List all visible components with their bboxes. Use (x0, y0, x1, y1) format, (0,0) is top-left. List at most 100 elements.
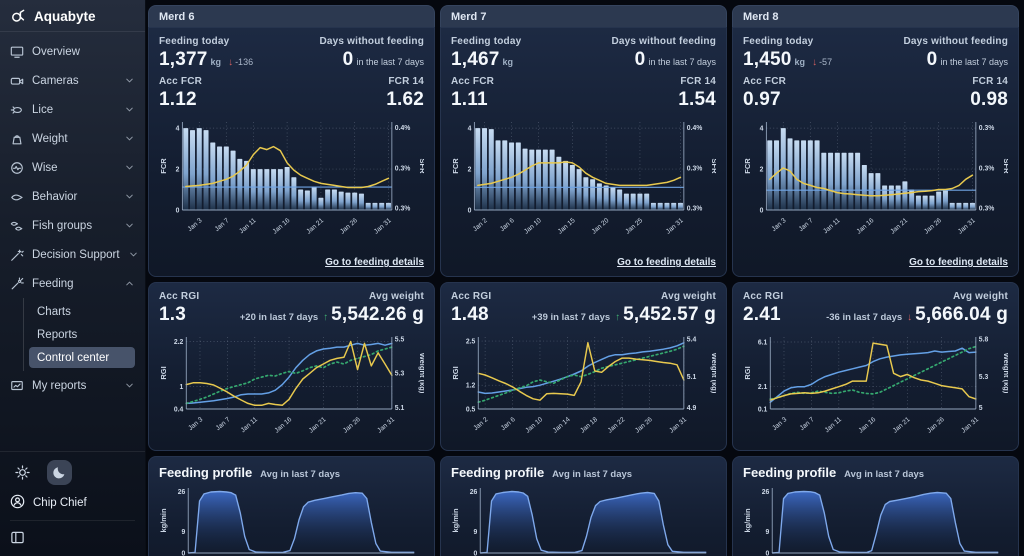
panel-header[interactable]: Merd 7 (440, 5, 727, 27)
camera-icon (10, 74, 24, 88)
feeding-profile-card: Feeding profile Avg in last 7 days 09268… (440, 456, 727, 556)
svg-text:Jan 26: Jan 26 (342, 416, 362, 435)
feeding-today-label: Feeding today (159, 36, 230, 47)
days-without-feeding-label: Days without feeding (319, 36, 424, 47)
brand: Aquabyte (0, 0, 145, 32)
svg-text:Jan 31: Jan 31 (668, 416, 688, 435)
svg-text:RGI: RGI (451, 366, 460, 379)
sidebar-item-label: Wise (32, 161, 58, 174)
fcr-sfr-chart: 0 2 4 0.3% 0.3% 0.3% Jan 3 Jan 7 Jan 11 Jan 16 Jan… (743, 116, 1011, 251)
fcr-sfr-chart: 0 2 4 0.4% 0.3% 0.3% Jan 3 Jan 7 Jan 11 Jan 16 Jan… (159, 116, 427, 251)
feeding-today-value: 1,467 (451, 49, 500, 70)
chevron-down-icon (124, 380, 135, 391)
feeding-profile-subtitle: Avg in last 7 days (260, 469, 341, 480)
svg-text:Jan 31: Jan 31 (960, 416, 980, 435)
acc-fcr-label: Acc FCR (743, 76, 787, 87)
acc-rgi-label: Acc RGI (743, 291, 784, 302)
svg-text:2.2: 2.2 (174, 339, 184, 346)
svg-text:Jan 3: Jan 3 (187, 416, 204, 432)
svg-text:5: 5 (979, 405, 983, 412)
weight-change-text: -36 in last 7 days (826, 312, 903, 323)
lice-icon (10, 103, 24, 117)
sidebar-item-label: Fish groups (32, 219, 93, 232)
fcr14-value: 1.62 (386, 89, 424, 110)
sun-icon[interactable] (10, 460, 35, 485)
rgi-weight-chart: 0.1 2.1 6.1 5.8 5.3 5 Jan 3 Jan 7 Jan 11 Jan 16 Ja… (743, 331, 1011, 444)
moon-icon[interactable] (47, 460, 72, 485)
svg-text:0: 0 (474, 550, 478, 556)
days-without-feeding-note: in the last 7 days (940, 57, 1008, 67)
svg-text:RGI: RGI (743, 366, 752, 379)
collapse-sidebar-button[interactable] (10, 520, 135, 550)
svg-text:Jan 16: Jan 16 (856, 217, 876, 236)
feeding-profile-title: Feeding profile (159, 465, 253, 480)
sidebar-item-feeding[interactable]: Feeding (0, 269, 145, 298)
svg-text:Jan 7: Jan 7 (799, 416, 816, 432)
rgi-weight-chart: 0.4 1 2.2 5.5 5.3 5.1 Jan 3 Jan 7 Jan 11 Jan 16 Ja… (159, 331, 427, 444)
fcr14-value: 1.54 (678, 89, 716, 110)
go-to-feeding-details-link[interactable]: Go to feeding details (325, 257, 424, 268)
svg-text:5.8: 5.8 (979, 337, 989, 344)
acc-rgi-value: 1.3 (159, 304, 187, 325)
sidebar-item-my-reports[interactable]: My reports (0, 371, 145, 400)
svg-text:4.9: 4.9 (687, 405, 697, 412)
svg-text:1: 1 (180, 384, 184, 391)
cage-panel: Merd 7 Feeding today 1,467 kg Day (440, 5, 727, 556)
sidebar-subitem-charts[interactable]: Charts (37, 305, 71, 318)
arrow-down-icon: ↓ (228, 57, 234, 68)
acc-rgi-value: 2.41 (743, 304, 781, 325)
svg-text:4: 4 (176, 126, 180, 133)
feeding-profile-card: Feeding profile Avg in last 7 days 09268… (732, 456, 1019, 556)
svg-text:9: 9 (474, 529, 478, 536)
sidebar-item-weight[interactable]: Weight (0, 124, 145, 153)
feeding-today-value: 1,450 (743, 49, 792, 70)
svg-text:26: 26 (470, 489, 478, 496)
feeding-profile-chart: 09268:0016:00kg/min (451, 483, 716, 556)
weight-change-arrow-icon: ↓ (907, 312, 913, 323)
svg-text:9: 9 (182, 529, 186, 536)
wise-icon (10, 161, 24, 175)
weight-change-arrow-icon: ↑ (323, 312, 329, 323)
svg-text:Jan 26: Jan 26 (926, 416, 946, 435)
feeding-today-value: 1,377 (159, 49, 208, 70)
sidebar-item-cameras[interactable]: Cameras (0, 66, 145, 95)
panel-header[interactable]: Merd 8 (732, 5, 1019, 27)
feeding-today-label: Feeding today (743, 36, 814, 47)
svg-text:0.5: 0.5 (466, 406, 476, 413)
sidebar-subitem-reports[interactable]: Reports (37, 328, 78, 341)
go-to-feeding-details-link[interactable]: Go to feeding details (909, 257, 1008, 268)
days-without-feeding-note: in the last 7 days (648, 57, 716, 67)
feeding-delta-value: -57 (819, 57, 833, 67)
sidebar-item-behavior[interactable]: Behavior (0, 182, 145, 211)
go-to-feeding-details-link[interactable]: Go to feeding details (617, 257, 716, 268)
acc-rgi-label: Acc RGI (451, 291, 492, 302)
user-name: Chip Chief (33, 497, 87, 509)
svg-text:0: 0 (760, 207, 764, 214)
sidebar-item-wise[interactable]: Wise (0, 153, 145, 182)
fcr14-label: FCR 14 (972, 76, 1008, 87)
sidebar-item-overview[interactable]: Overview (0, 37, 145, 66)
svg-text:Jan 11: Jan 11 (822, 217, 841, 235)
feeding-today-label: Feeding today (451, 36, 522, 47)
sidebar-item-lice[interactable]: Lice (0, 95, 145, 124)
feeding-profile-title: Feeding profile (451, 465, 545, 480)
sidebar-item-fish-groups[interactable]: Fish groups (0, 211, 145, 240)
svg-text:Jan 22: Jan 22 (607, 416, 627, 435)
svg-text:5.5: 5.5 (395, 337, 405, 344)
user-menu[interactable]: Chip Chief (10, 494, 135, 512)
svg-text:0.3%: 0.3% (979, 206, 995, 213)
chevron-down-icon (128, 249, 139, 260)
chevron-down-icon (124, 133, 135, 144)
weight-change-arrow-icon: ↑ (615, 312, 621, 323)
sidebar-subitem-control-center[interactable]: Control center (29, 347, 135, 368)
svg-text:Jan 31: Jan 31 (957, 217, 977, 236)
sidebar-item-decision-support[interactable]: Decision Support (0, 240, 145, 269)
svg-text:Jan 7: Jan 7 (214, 217, 231, 233)
svg-text:0.3%: 0.3% (395, 206, 411, 213)
svg-text:2: 2 (176, 167, 180, 174)
fish-groups-icon (10, 219, 24, 233)
panel-header[interactable]: Merd 6 (148, 5, 435, 27)
svg-text:Jan 7: Jan 7 (798, 217, 815, 233)
svg-text:kg/min: kg/min (743, 508, 752, 533)
feeding-today-unit: kg (210, 57, 222, 67)
